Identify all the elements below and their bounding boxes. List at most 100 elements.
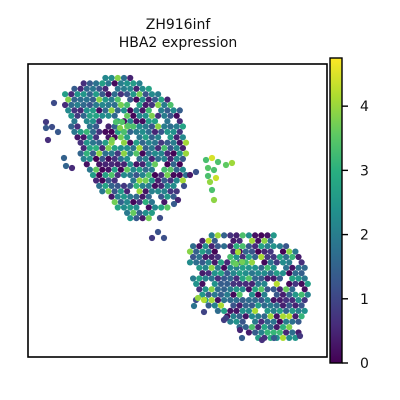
scatter-point: [245, 264, 252, 271]
scatter-point: [261, 324, 268, 331]
scatter-point: [208, 186, 216, 194]
scatter-point: [89, 128, 97, 135]
scatter-point: [196, 286, 203, 293]
scatter-point: [270, 318, 277, 325]
scatter-point: [108, 74, 115, 82]
scatter-point: [264, 264, 271, 271]
scatter-point: [151, 204, 159, 211]
scatter-point: [127, 161, 134, 168]
scatter-point: [89, 85, 97, 92]
scatter-point: [170, 200, 178, 208]
scatter-point: [96, 118, 103, 125]
scatter-point: [279, 291, 287, 298]
scatter-point: [102, 74, 109, 82]
scatter-point: [77, 139, 84, 146]
scatter-point: [96, 85, 103, 92]
scatter-point: [167, 112, 174, 119]
scatter-point: [133, 96, 140, 103]
scatter-point: [74, 91, 81, 98]
scatter-point: [210, 196, 218, 204]
scatter-point: [114, 204, 121, 211]
scatter-point: [236, 313, 243, 320]
scatter-point: [273, 324, 280, 331]
scatter-point: [96, 139, 103, 146]
scatter-point: [86, 101, 93, 109]
scatter-point: [148, 166, 155, 173]
scatter-point: [214, 264, 221, 271]
scatter-point: [214, 158, 222, 166]
scatter-point: [89, 118, 97, 125]
scatter-point: [252, 264, 259, 271]
scatter-point: [233, 275, 240, 282]
scatter-point: [96, 182, 103, 189]
scatter-point: [96, 96, 103, 103]
scatter-point: [108, 193, 115, 200]
scatter-point: [242, 302, 249, 309]
scatter-point: [230, 280, 237, 287]
scatter-point: [102, 128, 109, 135]
scatter-point: [111, 112, 118, 119]
scatter-point: [136, 101, 143, 109]
scatter-point: [86, 112, 93, 119]
scatter-point: [205, 237, 212, 244]
scatter-point: [245, 232, 252, 239]
scatter-point: [258, 297, 265, 304]
scatter-point: [102, 150, 109, 157]
scatter-point: [142, 123, 149, 130]
scatter-point: [93, 123, 100, 130]
scatter-point: [232, 260, 240, 268]
scatter-point: [133, 118, 140, 125]
scatter-point: [295, 264, 302, 271]
scatter-point: [224, 280, 231, 287]
scatter-point: [99, 188, 106, 195]
scatter-point: [234, 248, 242, 256]
scatter-point: [136, 188, 143, 195]
scatter-point: [111, 101, 118, 109]
scatter-point: [42, 124, 50, 132]
scatter-point: [155, 101, 162, 109]
scatter-point: [158, 96, 165, 103]
scatter-point: [264, 243, 271, 250]
scatter-point: [173, 188, 180, 195]
scatter-point: [224, 270, 231, 277]
scatter-point: [292, 280, 299, 287]
scatter-point: [217, 302, 225, 309]
scatter-point: [86, 155, 93, 162]
scatter-point: [151, 182, 159, 189]
scatter-point: [200, 296, 208, 304]
scatter-point: [208, 297, 215, 304]
scatter-point: [227, 232, 234, 239]
scatter-point: [292, 291, 299, 298]
scatter-point: [289, 275, 296, 282]
scatter-points: [42, 74, 311, 344]
scatter-point: [133, 139, 140, 146]
scatter-point: [99, 80, 106, 87]
scatter-point: [114, 172, 121, 179]
scatter-point: [83, 85, 90, 92]
scatter-point: [133, 193, 140, 200]
scatter-point: [286, 248, 293, 255]
scatter-point: [264, 253, 271, 261]
scatter-point: [86, 123, 93, 130]
scatter-point: [267, 248, 274, 255]
scatter-point: [62, 101, 69, 109]
scatter-point: [155, 91, 162, 98]
scatter-point: [136, 199, 143, 206]
scatter-point: [80, 80, 87, 87]
scatter-point: [273, 291, 280, 298]
scatter-point: [248, 324, 256, 331]
scatter-point: [276, 318, 283, 325]
scatter-point: [142, 188, 149, 195]
scatter-point: [111, 91, 118, 98]
scatter-point: [176, 172, 183, 179]
scatter-point: [164, 193, 171, 200]
scatter-point: [211, 270, 218, 277]
scatter-point: [221, 286, 228, 293]
scatter-point: [222, 161, 230, 169]
scatter-point: [227, 286, 234, 293]
scatter-point: [202, 286, 209, 293]
scatter-point: [252, 297, 259, 304]
scatter-point: [167, 188, 174, 195]
scatter-point: [71, 128, 78, 135]
scatter-point: [255, 270, 262, 277]
